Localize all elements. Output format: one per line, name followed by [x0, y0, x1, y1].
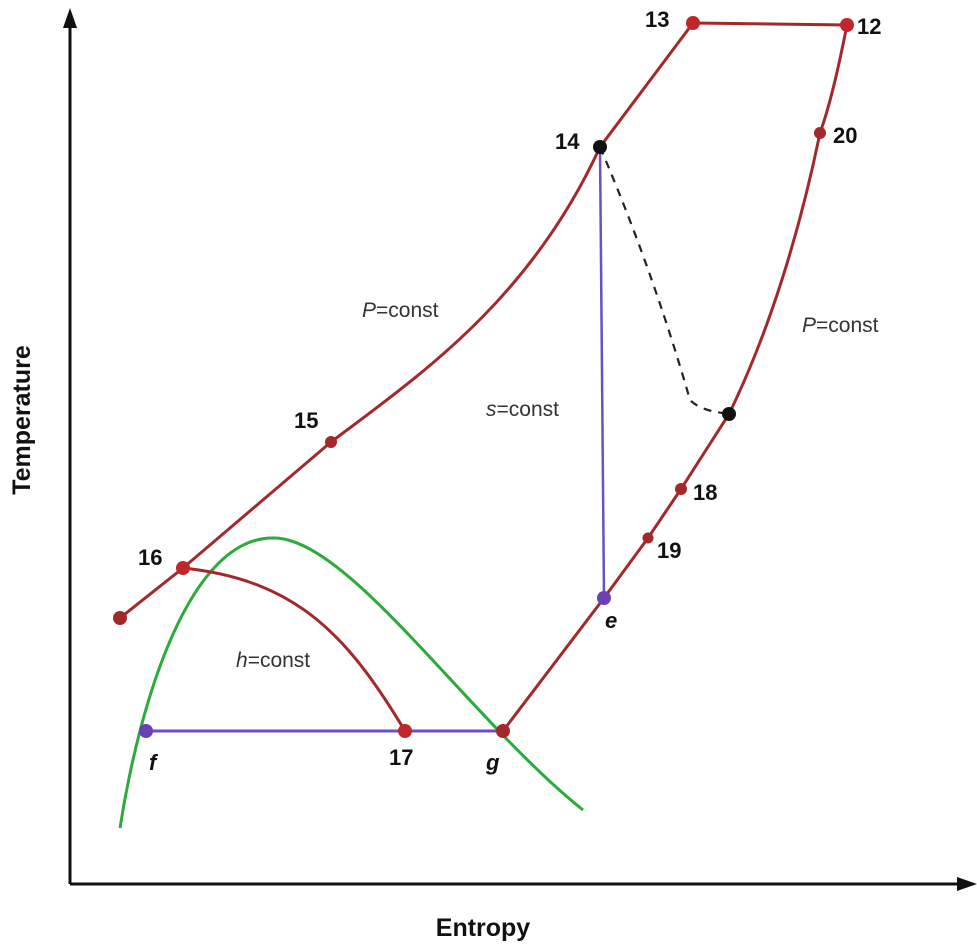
label-17: 17	[389, 745, 413, 770]
point-12	[840, 18, 854, 32]
annotation-p-const-right: P=const	[802, 314, 879, 337]
point-start	[113, 611, 127, 625]
saturation-dome-curve	[118, 536, 584, 829]
point-16	[176, 561, 190, 575]
label-g: g	[485, 750, 500, 775]
isentropic-line	[598, 146, 606, 599]
label-13: 13	[645, 7, 669, 32]
label-20: 20	[833, 123, 857, 148]
y-axis-arrow-icon	[63, 8, 77, 28]
label-15: 15	[294, 408, 318, 433]
point-f	[139, 724, 153, 738]
label-19: 19	[657, 538, 681, 563]
label-16: 16	[138, 545, 162, 570]
point-15	[325, 436, 337, 448]
annotation-s-const: s=const	[486, 398, 559, 421]
point-17	[398, 724, 412, 738]
annotation-p-const-left: P=const	[362, 299, 439, 322]
label-e: e	[605, 608, 617, 633]
point-expansion-end	[722, 407, 736, 421]
label-f: f	[149, 750, 159, 775]
point-14	[593, 140, 607, 154]
label-18: 18	[693, 480, 717, 505]
label-12: 12	[857, 14, 881, 39]
actual-expansion-dashed-line	[598, 146, 730, 416]
point-13	[686, 16, 700, 30]
y-axis-label: Temperature	[8, 345, 36, 495]
x-axis-label: Entropy	[436, 914, 531, 942]
point-18	[675, 483, 687, 495]
point-e	[597, 591, 611, 605]
isobar-high-pressure-line	[119, 21, 848, 620]
isobar-low-pressure-line	[501, 24, 849, 732]
x-axis-arrow-icon	[957, 877, 977, 891]
point-20	[814, 127, 826, 139]
isenthalpic-line	[182, 566, 407, 732]
point-19	[642, 532, 654, 544]
annotation-h-const: h=const	[236, 649, 310, 672]
point-g	[496, 724, 510, 738]
label-14: 14	[555, 129, 580, 154]
